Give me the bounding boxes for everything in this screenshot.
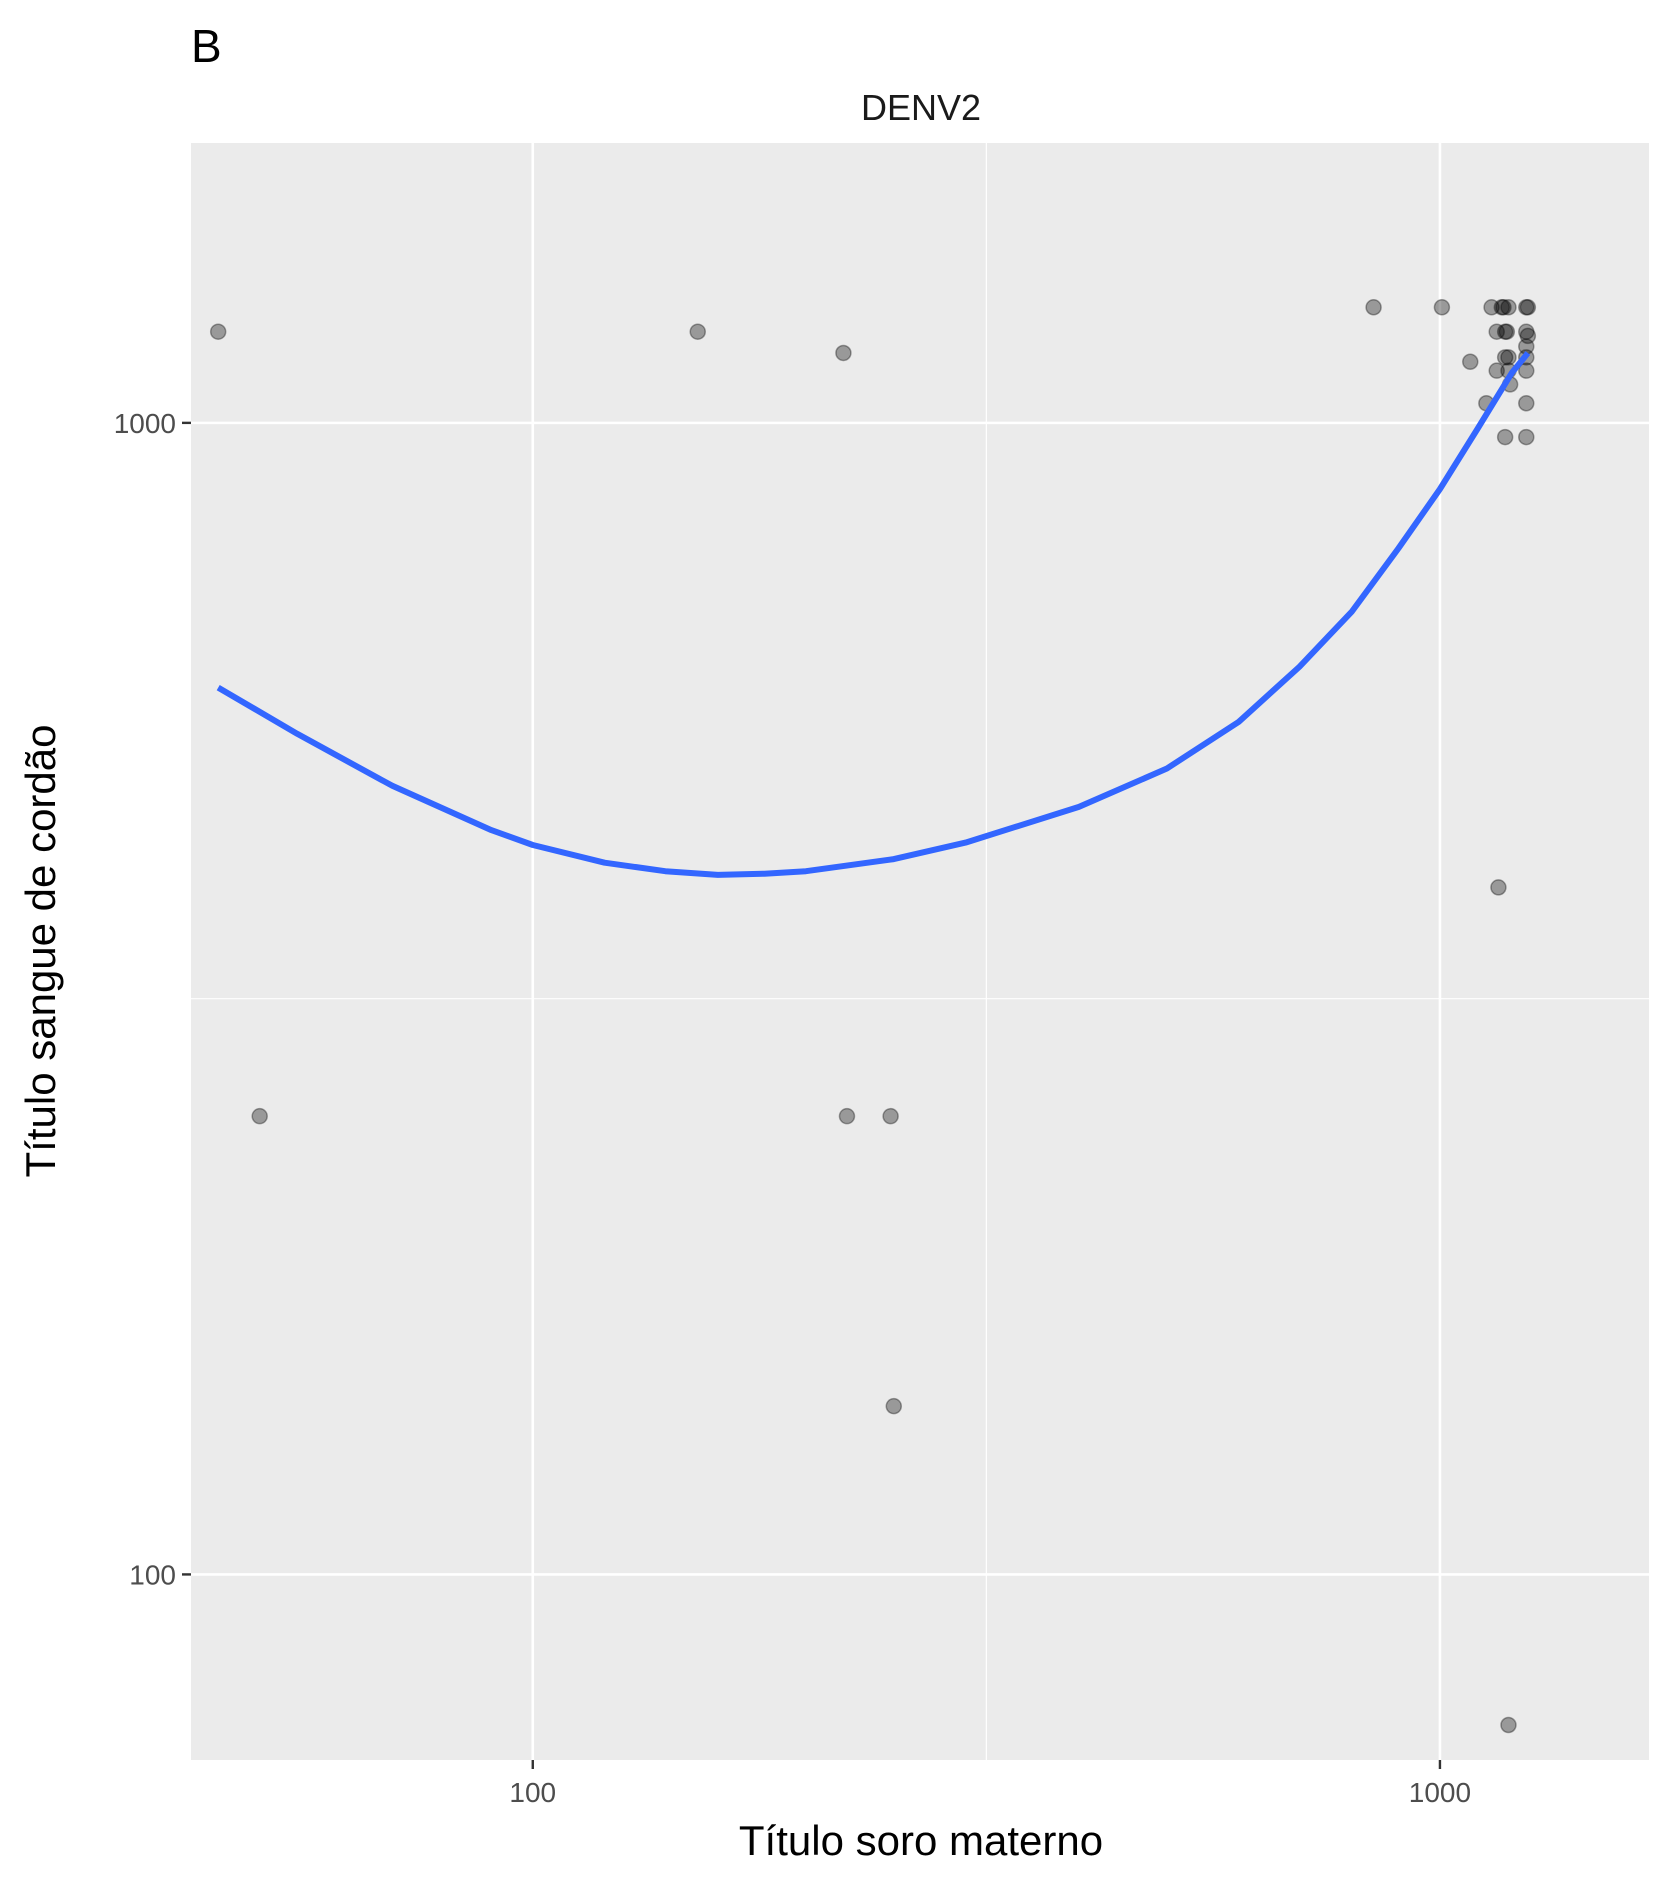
data-point bbox=[835, 344, 852, 362]
x-tick-label: 100 bbox=[509, 1777, 556, 1808]
x-axis-title: Título soro materno bbox=[739, 1817, 1103, 1864]
data-point bbox=[1519, 299, 1537, 316]
data-point bbox=[1500, 1716, 1517, 1734]
data-point bbox=[1483, 299, 1500, 316]
data-point bbox=[882, 1107, 899, 1125]
data-point bbox=[838, 1107, 856, 1125]
data-point bbox=[251, 1107, 268, 1125]
minor-gridlines bbox=[191, 143, 1649, 1760]
y-tick-label: 1000 bbox=[114, 408, 176, 439]
data-point bbox=[1365, 299, 1382, 316]
data-point bbox=[1493, 299, 1511, 316]
data-point bbox=[885, 1397, 903, 1415]
data-point bbox=[1490, 879, 1507, 896]
data-point bbox=[1500, 299, 1517, 316]
y-axis-title: Título sangue de cordão bbox=[17, 725, 64, 1178]
panel-tag: B bbox=[191, 20, 222, 72]
data-point bbox=[1495, 299, 1512, 316]
data-point bbox=[209, 323, 227, 340]
data-point bbox=[1496, 349, 1514, 366]
data-point bbox=[1496, 323, 1514, 340]
data-point bbox=[1488, 362, 1505, 379]
data-point bbox=[1496, 428, 1514, 446]
plot-panel bbox=[191, 143, 1649, 1760]
data-point bbox=[1488, 323, 1505, 340]
data-point bbox=[1518, 428, 1535, 446]
data-point bbox=[1500, 349, 1517, 366]
data-point bbox=[1518, 299, 1535, 316]
data-point bbox=[1518, 362, 1535, 379]
smooth-trend-line bbox=[216, 351, 1531, 878]
x-tick-label: 1000 bbox=[1409, 1777, 1471, 1808]
data-point bbox=[1433, 299, 1451, 316]
major-gridlines bbox=[191, 143, 1649, 1760]
data-point bbox=[1518, 395, 1535, 412]
y-axis: 100 1000 bbox=[114, 408, 191, 1590]
data-point bbox=[1462, 353, 1479, 370]
chart-title: DENV2 bbox=[861, 87, 981, 128]
data-point bbox=[1498, 323, 1516, 340]
data-point bbox=[1519, 327, 1537, 345]
data-point bbox=[1518, 323, 1535, 340]
y-tick-label: 100 bbox=[129, 1559, 176, 1590]
x-axis: 100 1000 bbox=[509, 1760, 1471, 1808]
data-point bbox=[689, 323, 706, 340]
